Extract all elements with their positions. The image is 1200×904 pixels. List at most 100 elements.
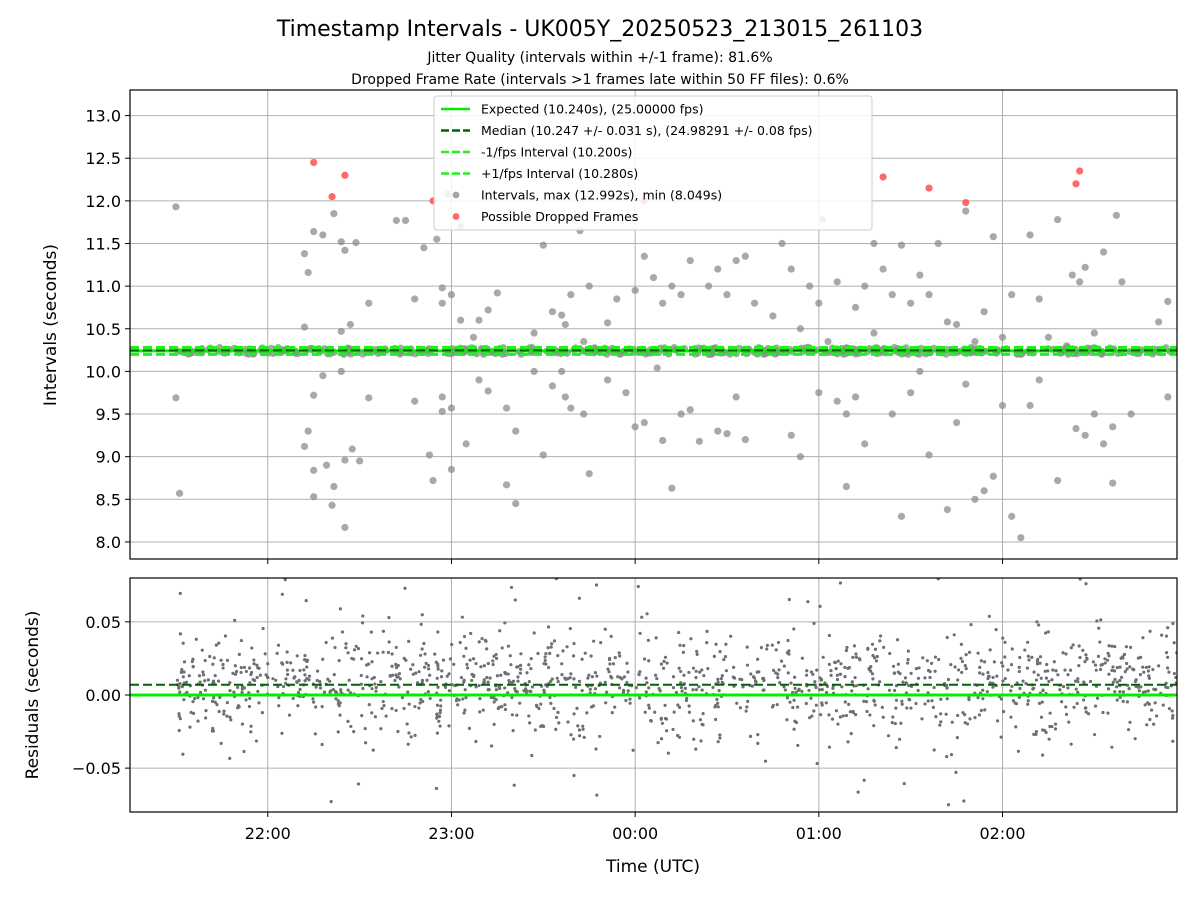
residual-point <box>960 670 964 675</box>
residual-point <box>1064 652 1068 656</box>
residual-point <box>177 686 181 690</box>
residual-point <box>331 687 335 692</box>
interval-point <box>1112 211 1120 219</box>
residual-point <box>549 645 553 649</box>
residual-point <box>515 713 519 717</box>
residual-point <box>991 675 995 680</box>
residual-point <box>827 745 832 749</box>
residual-point <box>595 674 599 678</box>
residual-point <box>723 655 728 659</box>
residual-point <box>403 586 407 590</box>
residual-point <box>945 697 949 701</box>
residual-point <box>1141 636 1145 640</box>
interval-point <box>668 282 676 290</box>
residual-point <box>528 689 532 693</box>
residual-point <box>1010 684 1014 689</box>
residual-point <box>792 627 796 631</box>
residual-point <box>1066 686 1070 690</box>
residual-point <box>298 668 302 673</box>
residual-point <box>788 700 792 704</box>
residual-point <box>315 678 319 683</box>
residual-point <box>534 703 539 707</box>
interval-point <box>640 418 648 427</box>
residual-point <box>1068 668 1073 672</box>
interval-point <box>989 233 997 241</box>
residual-point <box>1095 696 1100 700</box>
residual-point <box>549 679 553 683</box>
residual-point <box>663 716 668 721</box>
residual-point <box>692 737 696 741</box>
residual-point <box>255 663 259 667</box>
residual-point <box>532 631 536 635</box>
residual-point <box>280 661 284 665</box>
residual-point <box>543 658 547 663</box>
residual-point <box>527 714 531 718</box>
residual-point <box>440 669 444 673</box>
residual-point <box>352 730 356 734</box>
residual-point <box>886 734 891 738</box>
residual-point <box>955 736 959 740</box>
residual-point <box>329 799 333 804</box>
residual-point <box>894 706 898 710</box>
interval-point <box>502 481 511 489</box>
residual-point <box>565 645 569 649</box>
residual-point <box>870 672 875 676</box>
residual-point <box>701 712 705 716</box>
residual-point <box>821 655 825 659</box>
residual-point <box>854 713 858 717</box>
interval-point <box>962 380 970 388</box>
interval-point <box>1072 424 1080 433</box>
residual-point <box>529 656 533 661</box>
residual-point <box>899 721 903 725</box>
residual-point <box>843 700 847 704</box>
residual-point <box>932 685 936 690</box>
residual-point <box>1172 641 1176 645</box>
residual-point <box>387 615 391 620</box>
residual-point <box>212 656 216 660</box>
residual-point <box>249 724 253 728</box>
interval-point <box>1081 431 1089 439</box>
residual-point <box>265 675 270 679</box>
residual-point <box>1141 690 1145 694</box>
residual-point <box>587 673 591 677</box>
residual-point <box>1093 704 1098 708</box>
legend-label: +1/fps Interval (10.280s) <box>481 166 638 181</box>
residual-point <box>1009 663 1014 667</box>
residual-point <box>181 752 185 756</box>
residual-point <box>1164 651 1169 655</box>
residual-point <box>1035 659 1039 663</box>
interval-point <box>962 207 970 215</box>
residual-point <box>228 756 232 760</box>
interval-point <box>833 397 841 405</box>
interval-point <box>438 393 446 401</box>
residual-point <box>289 661 293 665</box>
interval-point <box>741 252 749 260</box>
residual-point <box>665 729 669 733</box>
residual-point <box>359 682 363 686</box>
residual-point <box>593 687 598 691</box>
residual-point <box>464 695 468 700</box>
residuals-y-tick-label: 0.00 <box>85 686 121 705</box>
residual-point <box>217 641 221 645</box>
residual-point <box>719 677 723 681</box>
residual-point <box>589 654 593 658</box>
residual-point <box>515 665 519 669</box>
residual-point <box>274 678 278 682</box>
residual-point <box>1153 701 1157 705</box>
dropped-frame-point <box>879 173 887 181</box>
interval-point <box>732 393 740 401</box>
residual-point <box>994 628 998 632</box>
residual-point <box>901 680 905 684</box>
residual-point <box>891 715 895 719</box>
residual-point <box>1105 658 1110 662</box>
residual-point <box>659 662 663 666</box>
residual-point <box>1001 636 1005 640</box>
residual-point <box>318 686 323 690</box>
residual-point <box>791 705 795 710</box>
residual-point <box>500 646 504 650</box>
residual-point <box>586 676 590 680</box>
residual-point <box>260 711 265 715</box>
residual-point <box>568 626 572 631</box>
residual-point <box>807 688 811 693</box>
